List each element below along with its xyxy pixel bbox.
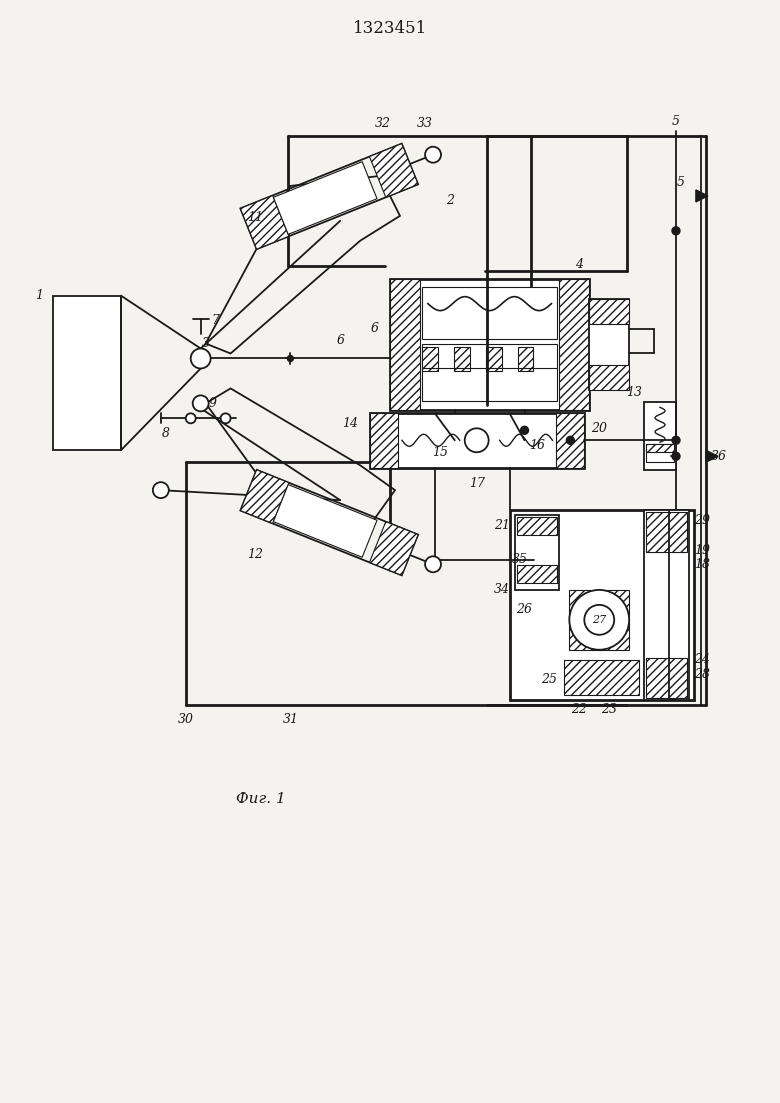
Text: 12: 12 [247, 548, 264, 561]
Text: 29: 29 [694, 514, 710, 526]
Circle shape [672, 437, 680, 445]
Text: 11: 11 [247, 212, 264, 224]
Text: 31: 31 [282, 713, 299, 726]
Bar [559, 279, 589, 410]
Bar [556, 414, 584, 468]
Circle shape [193, 395, 208, 411]
Polygon shape [273, 484, 377, 557]
Bar [644, 403, 676, 470]
Bar [646, 657, 687, 697]
Polygon shape [706, 450, 718, 462]
Text: 1323451: 1323451 [353, 20, 427, 36]
Bar [390, 279, 589, 410]
Circle shape [672, 227, 680, 235]
Bar [518, 346, 534, 372]
Circle shape [672, 452, 680, 460]
Bar [422, 287, 558, 339]
Text: 23: 23 [601, 703, 617, 716]
Polygon shape [696, 190, 708, 202]
Circle shape [465, 428, 488, 452]
Circle shape [520, 427, 529, 435]
Bar [370, 414, 584, 468]
Text: 25: 25 [541, 673, 558, 686]
Circle shape [186, 414, 196, 424]
Text: 1: 1 [35, 289, 43, 302]
Bar [422, 346, 438, 372]
Text: 5: 5 [677, 176, 685, 190]
Circle shape [566, 437, 574, 445]
Text: 26: 26 [516, 603, 533, 617]
Polygon shape [370, 522, 418, 576]
Text: 5: 5 [672, 115, 680, 128]
Text: 32: 32 [375, 117, 391, 129]
Bar [589, 365, 629, 390]
Text: 17: 17 [469, 476, 484, 490]
Bar [390, 279, 420, 410]
Text: 24: 24 [694, 653, 710, 666]
Bar [569, 590, 629, 650]
Text: 28: 28 [694, 668, 710, 682]
Bar [646, 512, 687, 552]
Text: 22: 22 [571, 703, 587, 716]
Text: 27: 27 [592, 614, 606, 624]
Polygon shape [273, 162, 377, 234]
Bar [516, 565, 558, 582]
Text: 34: 34 [494, 583, 509, 597]
Bar [646, 445, 674, 452]
Text: 3: 3 [202, 338, 210, 350]
Text: 6: 6 [336, 334, 344, 347]
Circle shape [425, 147, 441, 162]
Text: 16: 16 [530, 439, 545, 452]
Text: 7: 7 [211, 314, 220, 328]
Text: 36: 36 [711, 450, 727, 463]
Text: 21: 21 [494, 518, 509, 532]
Bar [516, 517, 558, 535]
Bar [53, 296, 121, 450]
Text: 8: 8 [161, 427, 170, 440]
Circle shape [287, 355, 293, 362]
Text: 4: 4 [576, 258, 583, 271]
Bar [509, 510, 694, 699]
Bar [370, 414, 398, 468]
Circle shape [425, 556, 441, 572]
Text: 14: 14 [342, 417, 358, 430]
Polygon shape [240, 470, 289, 524]
Text: 6: 6 [371, 322, 379, 335]
Circle shape [584, 604, 614, 635]
Text: 18: 18 [694, 558, 710, 571]
Bar [486, 346, 502, 372]
Bar [646, 445, 674, 462]
Bar [422, 343, 558, 401]
Bar [454, 346, 470, 372]
Text: 20: 20 [591, 421, 608, 435]
Text: 30: 30 [178, 713, 193, 726]
Circle shape [221, 414, 231, 424]
Text: 33: 33 [417, 117, 433, 129]
Text: 19: 19 [694, 544, 710, 557]
Text: 13: 13 [626, 386, 642, 399]
Text: 2: 2 [446, 194, 454, 207]
Bar [589, 299, 629, 390]
Text: 15: 15 [432, 446, 448, 459]
Polygon shape [370, 143, 418, 197]
Circle shape [569, 590, 629, 650]
Circle shape [191, 349, 211, 368]
Bar [644, 510, 689, 699]
Bar [515, 515, 559, 590]
Text: Фиг. 1: Фиг. 1 [236, 792, 285, 806]
Bar [565, 660, 639, 695]
Text: 35: 35 [512, 554, 527, 567]
Circle shape [153, 482, 168, 499]
Polygon shape [240, 195, 289, 249]
Bar [589, 299, 629, 323]
Text: 9: 9 [208, 397, 217, 410]
